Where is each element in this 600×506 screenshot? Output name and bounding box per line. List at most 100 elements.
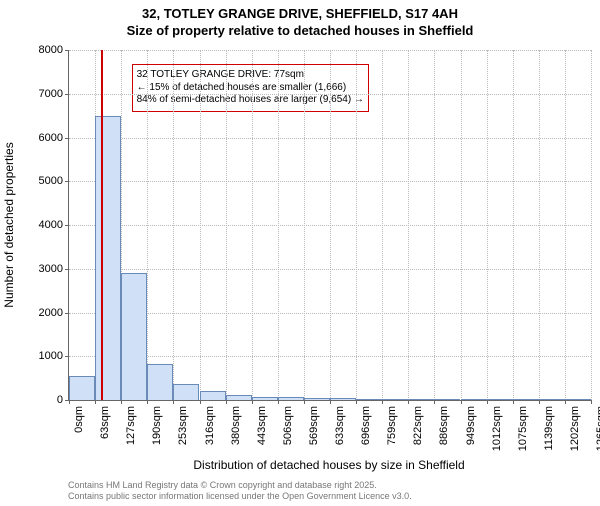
histogram-bar: [434, 399, 460, 400]
x-tick-mark: [69, 400, 70, 404]
histogram-bar: [226, 395, 252, 400]
grid-vertical: [408, 50, 409, 400]
x-tick-label: 886sqm: [438, 406, 450, 445]
x-tick-label: 380sqm: [230, 406, 242, 445]
x-tick-label: 190sqm: [151, 406, 163, 445]
x-tick-mark: [226, 400, 227, 404]
grid-vertical: [513, 50, 514, 400]
histogram-bar: [356, 399, 382, 400]
x-tick-mark: [95, 400, 96, 404]
x-tick-mark: [278, 400, 279, 404]
x-tick-label: 316sqm: [204, 406, 216, 445]
x-tick-mark: [591, 400, 592, 404]
histogram-bar: [565, 399, 591, 400]
x-tick-label: 0sqm: [73, 406, 85, 433]
grid-vertical: [200, 50, 201, 400]
y-axis-label: Number of detached properties: [2, 142, 16, 307]
grid-vertical: [252, 50, 253, 400]
x-tick-label: 443sqm: [256, 406, 268, 445]
x-tick-mark: [434, 400, 435, 404]
x-tick-label: 1265sqm: [595, 406, 600, 451]
y-tick-label: 5000: [39, 175, 69, 187]
histogram-bar: [408, 399, 434, 400]
x-tick-mark: [408, 400, 409, 404]
grid-vertical: [539, 50, 540, 400]
x-tick-mark: [382, 400, 383, 404]
x-tick-label: 633sqm: [334, 406, 346, 445]
chart-title-line2: Size of property relative to detached ho…: [0, 23, 600, 38]
x-tick-label: 1139sqm: [543, 406, 555, 450]
x-tick-label: 759sqm: [386, 406, 398, 445]
histogram-bar: [147, 364, 173, 400]
grid-vertical: [278, 50, 279, 400]
grid-vertical: [147, 50, 148, 400]
x-tick-mark: [121, 400, 122, 404]
x-tick-label: 1202sqm: [569, 406, 581, 451]
x-tick-mark: [539, 400, 540, 404]
y-tick-label: 3000: [39, 263, 69, 275]
grid-vertical: [173, 50, 174, 400]
grid-vertical: [382, 50, 383, 400]
x-tick-mark: [356, 400, 357, 404]
histogram-bar: [121, 273, 147, 400]
y-tick-label: 2000: [39, 307, 69, 319]
property-marker-line: [101, 50, 103, 400]
x-tick-mark: [304, 400, 305, 404]
histogram-bar: [461, 399, 487, 400]
histogram-bar: [539, 399, 565, 400]
x-tick-mark: [461, 400, 462, 404]
grid-vertical: [226, 50, 227, 400]
x-axis-label: Distribution of detached houses by size …: [68, 458, 590, 472]
x-tick-label: 1012sqm: [491, 406, 503, 451]
y-tick-label: 8000: [39, 44, 69, 56]
y-tick-label: 0: [57, 394, 69, 406]
x-tick-mark: [200, 400, 201, 404]
x-tick-label: 696sqm: [360, 406, 372, 445]
grid-vertical: [356, 50, 357, 400]
x-tick-mark: [173, 400, 174, 404]
footer-line2: Contains public sector information licen…: [68, 491, 412, 502]
y-tick-label: 4000: [39, 219, 69, 231]
histogram-bar: [252, 397, 278, 401]
histogram-bar: [487, 399, 513, 400]
grid-vertical: [330, 50, 331, 400]
grid-vertical: [304, 50, 305, 400]
plot-area: 32 TOTLEY GRANGE DRIVE: 77sqm← 15% of de…: [68, 50, 591, 401]
grid-vertical: [461, 50, 462, 400]
histogram-bar: [278, 397, 304, 400]
histogram-bar: [200, 391, 226, 400]
x-tick-label: 506sqm: [282, 406, 294, 445]
x-tick-label: 949sqm: [465, 406, 477, 445]
footer-attribution: Contains HM Land Registry data © Crown c…: [68, 480, 412, 502]
x-tick-label: 63sqm: [99, 406, 111, 439]
x-tick-mark: [487, 400, 488, 404]
grid-vertical: [591, 50, 592, 400]
x-tick-label: 822sqm: [412, 406, 424, 445]
annotation-box: 32 TOTLEY GRANGE DRIVE: 77sqm← 15% of de…: [132, 64, 369, 112]
histogram-bar: [330, 398, 356, 400]
y-tick-label: 6000: [39, 132, 69, 144]
grid-vertical: [487, 50, 488, 400]
chart-title-line1: 32, TOTLEY GRANGE DRIVE, SHEFFIELD, S17 …: [0, 6, 600, 21]
x-tick-label: 1075sqm: [517, 406, 529, 451]
grid-vertical: [434, 50, 435, 400]
x-tick-mark: [330, 400, 331, 404]
histogram-bar: [69, 376, 95, 401]
histogram-bar: [95, 116, 121, 400]
x-tick-label: 253sqm: [177, 406, 189, 445]
x-tick-mark: [252, 400, 253, 404]
x-tick-mark: [513, 400, 514, 404]
y-tick-label: 1000: [39, 350, 69, 362]
x-tick-mark: [147, 400, 148, 404]
histogram-bar: [304, 398, 330, 400]
grid-vertical: [565, 50, 566, 400]
histogram-bar: [173, 384, 199, 400]
histogram-bar: [513, 399, 539, 400]
chart-container: 32, TOTLEY GRANGE DRIVE, SHEFFIELD, S17 …: [0, 6, 600, 506]
footer-line1: Contains HM Land Registry data © Crown c…: [68, 480, 412, 491]
x-tick-label: 127sqm: [125, 406, 137, 445]
y-tick-label: 7000: [39, 88, 69, 100]
x-tick-mark: [565, 400, 566, 404]
histogram-bar: [382, 399, 408, 400]
x-tick-label: 569sqm: [308, 406, 320, 445]
